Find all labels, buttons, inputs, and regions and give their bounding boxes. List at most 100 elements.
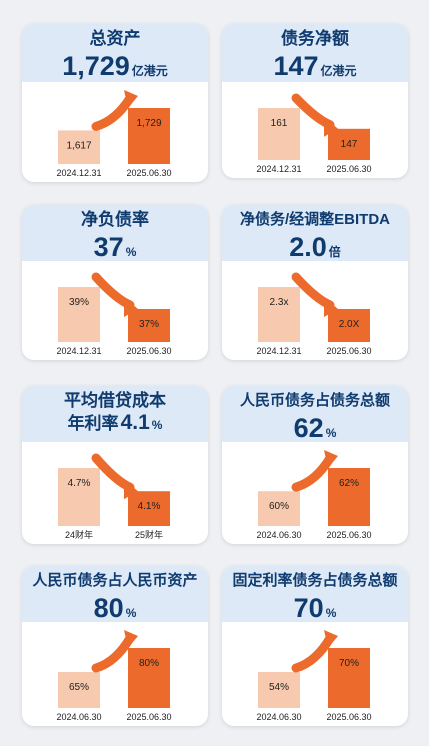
card-header: 平均借贷成本 年利率4.1% xyxy=(22,386,208,442)
x-tick-label: 25财年 xyxy=(135,529,163,540)
trend-arrow xyxy=(291,633,335,673)
trend-arrow-head xyxy=(124,630,138,648)
card-value-line: 70% xyxy=(294,593,337,623)
card-total-assets: 总资产 1,729 亿港元 1,617 2024.12.31 1,729 2025.06… xyxy=(22,24,208,182)
x-tick-label: 2024.12.31 xyxy=(256,346,301,356)
card-value-line: 1,729 亿港元 xyxy=(62,51,168,81)
card-unit: % xyxy=(125,606,137,620)
x-tick-label: 2024.06.30 xyxy=(256,530,301,540)
card-title: 净负债率 xyxy=(81,210,149,229)
bar-value-label: 54% xyxy=(269,682,289,693)
bar-chart: 1,617 2024.12.31 1,729 2025.06.30 xyxy=(56,90,172,178)
card-title: 人民币债务占债务总额 xyxy=(239,392,390,409)
card-header: 人民币债务占人民币资产 80% xyxy=(22,566,208,623)
x-tick-label: 2024.12.31 xyxy=(56,168,101,178)
bar xyxy=(128,108,170,164)
card-value: 37 xyxy=(93,232,124,262)
trend-arrow-head xyxy=(124,90,138,108)
x-tick-label: 2025.06.30 xyxy=(126,346,171,356)
card-value: 4.1 xyxy=(120,411,150,434)
card-unit: % xyxy=(325,426,337,440)
bar-value-label: 161 xyxy=(271,118,288,129)
card-value-line: 62% xyxy=(294,413,337,443)
x-tick-label: 2024.12.31 xyxy=(256,164,301,174)
card-title: 净债务/经调整EBITDA xyxy=(239,211,390,228)
card-value: 62 xyxy=(293,413,324,443)
bar xyxy=(328,128,370,160)
bar-value-label: 4.7% xyxy=(68,478,91,489)
x-tick-label: 2024.06.30 xyxy=(256,712,301,722)
bar xyxy=(258,672,300,708)
card-rmb-debt-share: 人民币债务占债务总额 62% 60% 2024.06.30 62% 2025.06.3… xyxy=(222,386,408,544)
bar-chart: 161 2024.12.31 147 2025.06.30 xyxy=(256,93,372,174)
card-borrowing-cost: 平均借贷成本 年利率4.1% 4.7% 24财年 4.1% 25财年 xyxy=(22,386,208,544)
card-fixed-rate-debt: 固定利率债务占债务总额 70% 54% 2024.06.30 70% 2025.06.… xyxy=(222,566,408,726)
card-header: 固定利率债务占债务总额 70% xyxy=(222,566,408,623)
trend-arrow-head xyxy=(324,630,338,648)
bar-value-label: 2.0X xyxy=(339,319,360,330)
bar-value-label: 39% xyxy=(69,297,89,308)
card-title: 平均借贷成本 xyxy=(64,391,166,410)
card-header: 人民币债务占债务总额 62% xyxy=(222,386,408,443)
bar-value-label: 2.3x xyxy=(270,297,289,308)
trend-arrow-head xyxy=(324,450,338,468)
bar-value-label: 37% xyxy=(139,319,159,330)
trend-arrow-head xyxy=(324,116,338,137)
x-tick-label: 2025.06.30 xyxy=(126,168,171,178)
card-title: 人民币债务占人民币资产 xyxy=(32,572,198,589)
trend-arrow xyxy=(91,93,135,131)
card-unit: % xyxy=(151,418,163,432)
bar-value-label: 80% xyxy=(139,658,159,669)
bar-value-label: 1,617 xyxy=(66,140,91,151)
bar-chart: 4.7% 24财年 4.1% 25财年 xyxy=(58,453,170,540)
card-header: 债务净额 147 亿港元 xyxy=(222,24,408,82)
bar-value-label: 147 xyxy=(341,139,358,150)
bar-value-label: 70% xyxy=(339,658,359,669)
trend-arrow xyxy=(291,453,335,492)
card-value-line: 2.0 倍 xyxy=(289,232,341,262)
bar-value-label: 1,729 xyxy=(136,118,161,129)
bar xyxy=(258,491,300,526)
bar-chart: 60% 2024.06.30 62% 2025.06.30 xyxy=(256,450,372,540)
bar-chart: 65% 2024.06.30 80% 2025.06.30 xyxy=(56,630,172,722)
x-tick-label: 2025.06.30 xyxy=(326,346,371,356)
card-unit: 倍 xyxy=(328,245,341,259)
card-header: 净债务/经调整EBITDA 2.0 倍 xyxy=(222,205,408,262)
bar-value-label: 62% xyxy=(339,478,359,489)
card-value: 1,729 xyxy=(62,51,130,81)
card-unit: 亿港元 xyxy=(131,64,168,78)
bar-chart: 54% 2024.06.30 70% 2025.06.30 xyxy=(256,630,372,722)
bar xyxy=(58,130,100,164)
bar xyxy=(58,287,100,342)
card-net-debt: 债务净额 147 亿港元 161 2024.12.31 147 2025.06.30 xyxy=(222,24,408,178)
bar xyxy=(58,468,100,526)
bar xyxy=(328,648,370,708)
card-header: 净负债率 37% xyxy=(22,205,208,262)
trend-arrow-head xyxy=(324,297,338,317)
x-tick-label: 24财年 xyxy=(65,529,93,540)
x-tick-label: 2025.06.30 xyxy=(126,712,171,722)
card-net-debt-ebitda: 净债务/经调整EBITDA 2.0 倍 2.3x 2024.12.31 2.0X 202… xyxy=(222,205,408,360)
card-title: 总资产 xyxy=(89,29,141,48)
bar-value-label: 4.1% xyxy=(138,501,161,512)
card-unit: % xyxy=(325,606,337,620)
bar xyxy=(128,648,170,708)
bar xyxy=(258,287,300,342)
card-title: 债务净额 xyxy=(281,29,349,48)
bar xyxy=(128,491,170,526)
card-value-line: 80% xyxy=(94,593,137,623)
trend-arrow-head xyxy=(124,297,138,317)
card-unit: 亿港元 xyxy=(320,64,357,78)
card-value-line: 年利率4.1% xyxy=(22,412,208,436)
bar-value-label: 65% xyxy=(69,682,89,693)
card-net-gearing: 净负债率 37% 39% 2024.12.31 37% 2025.06.30 xyxy=(22,205,208,360)
bar xyxy=(58,672,100,708)
bar-value-label: 60% xyxy=(269,501,289,512)
card-rmb-debt-vs-assets: 人民币债务占人民币资产 80% 65% 2024.06.30 80% 2025.06.… xyxy=(22,566,208,726)
card-value: 80 xyxy=(93,593,124,623)
bar-chart: 2.3x 2024.12.31 2.0X 2025.06.30 xyxy=(256,272,372,356)
card-unit: % xyxy=(125,245,137,259)
bar-chart: 39% 2024.12.31 37% 2025.06.30 xyxy=(56,272,172,356)
trend-arrow xyxy=(91,633,135,673)
x-tick-label: 2025.06.30 xyxy=(326,530,371,540)
